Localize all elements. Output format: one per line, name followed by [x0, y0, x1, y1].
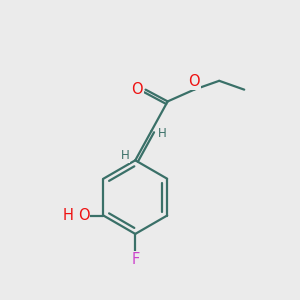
Text: O: O: [131, 82, 143, 97]
Text: O: O: [78, 208, 89, 223]
Text: F: F: [131, 252, 140, 267]
Text: H: H: [121, 149, 129, 162]
Text: H: H: [158, 127, 167, 140]
Text: O: O: [188, 74, 200, 89]
Text: H: H: [63, 208, 74, 223]
